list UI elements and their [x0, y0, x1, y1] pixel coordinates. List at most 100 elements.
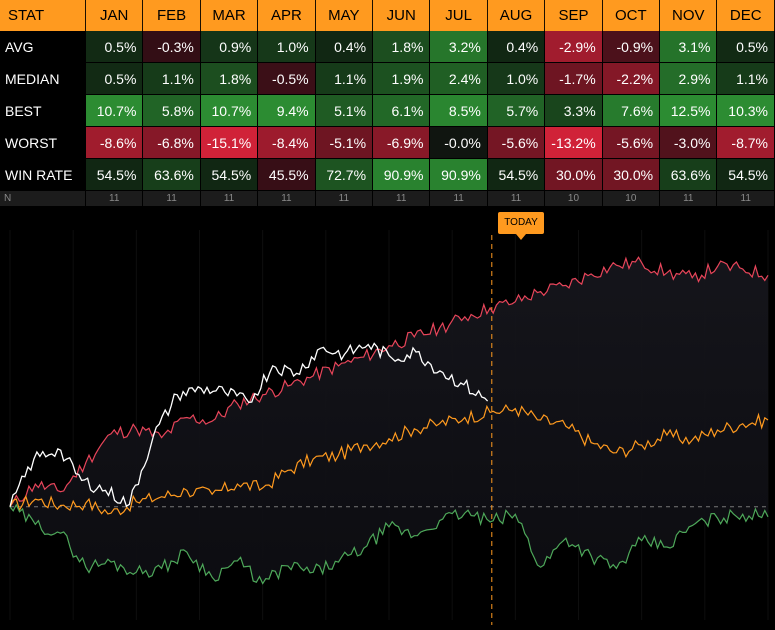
- table-cell: -0.0%: [429, 126, 488, 159]
- table-cell: -2.9%: [544, 31, 603, 63]
- table-cell: 30.0%: [602, 158, 661, 191]
- row-label: WIN RATE: [0, 158, 86, 191]
- average-series-line: [9, 403, 769, 516]
- table-row: AVG 0.5% -0.3% 0.9% 1.0% 0.4% 1.8% 3.2% 0.4% -2.9…: [0, 31, 775, 63]
- best-series-line: [9, 256, 769, 508]
- table-cell: 6.1%: [372, 94, 431, 127]
- table-cell: 10.7%: [85, 94, 144, 127]
- table-cell: 1.8%: [200, 62, 259, 95]
- sample-count-cell: 11: [315, 190, 374, 206]
- table-cell: -15.1%: [200, 126, 259, 159]
- header-month: NOV: [659, 0, 718, 31]
- table-cell: 0.9%: [200, 31, 259, 63]
- table-cell: 54.5%: [85, 158, 144, 191]
- table-cell: -8.6%: [85, 126, 144, 159]
- table-row: WIN RATE 54.5% 63.6% 54.5% 45.5% 72.7% 90.9% 90…: [0, 158, 775, 191]
- header-month: AUG: [487, 0, 546, 31]
- table-cell: 1.9%: [372, 62, 431, 95]
- sample-count-cell: 11: [659, 190, 718, 206]
- seasonality-table: STAT JAN FEB MAR APR MAY JUN JUL AUG SEP OCT NOV DEC…: [0, 0, 775, 206]
- table-cell: -5.1%: [315, 126, 374, 159]
- table-cell: 54.5%: [487, 158, 546, 191]
- table-cell: -2.2%: [602, 62, 661, 95]
- header-month: JAN: [85, 0, 144, 31]
- table-cell: 1.8%: [372, 31, 431, 63]
- table-cell: -6.8%: [142, 126, 201, 159]
- table-cell: 5.1%: [315, 94, 374, 127]
- worst-series-line: [9, 503, 769, 585]
- table-cell: 12.5%: [659, 94, 718, 127]
- table-cell: 1.1%: [142, 62, 201, 95]
- table-cell: -13.2%: [544, 126, 603, 159]
- table-cell: 1.0%: [257, 31, 316, 63]
- table-cell: 0.5%: [716, 31, 775, 63]
- table-cell: 3.3%: [544, 94, 603, 127]
- sample-count-cell: 11: [200, 190, 259, 206]
- table-cell: 1.0%: [487, 62, 546, 95]
- table-cell: 45.5%: [257, 158, 316, 191]
- table-row: BEST 10.7% 5.8% 10.7% 9.4% 5.1% 6.1% 8.5% 5.7% 3.…: [0, 94, 775, 127]
- header-month: JUN: [372, 0, 431, 31]
- table-cell: 2.9%: [659, 62, 718, 95]
- table-cell: -6.9%: [372, 126, 431, 159]
- table-cell: 54.5%: [200, 158, 259, 191]
- header-stat: STAT: [0, 0, 86, 31]
- table-cell: 2.4%: [429, 62, 488, 95]
- row-label: N: [0, 190, 86, 206]
- sample-count-cell: 11: [716, 190, 775, 206]
- header-month: FEB: [142, 0, 201, 31]
- table-cell: 8.5%: [429, 94, 488, 127]
- table-cell: -1.7%: [544, 62, 603, 95]
- table-cell: 9.4%: [257, 94, 316, 127]
- table-cell: 5.8%: [142, 94, 201, 127]
- table-cell: 10.3%: [716, 94, 775, 127]
- table-row: MEDIAN 0.5% 1.1% 1.8% -0.5% 1.1% 1.9% 2.4% 1.0% -…: [0, 62, 775, 95]
- header-month: DEC: [716, 0, 775, 31]
- table-cell: 10.7%: [200, 94, 259, 127]
- sample-count-cell: 11: [372, 190, 431, 206]
- table-cell: -0.3%: [142, 31, 201, 63]
- table-cell: 63.6%: [142, 158, 201, 191]
- table-cell: 0.5%: [85, 31, 144, 63]
- table-cell: 0.5%: [85, 62, 144, 95]
- table-cell: 7.6%: [602, 94, 661, 127]
- table-cell: 3.1%: [659, 31, 718, 63]
- table-cell: -0.5%: [257, 62, 316, 95]
- header-month: SEP: [544, 0, 603, 31]
- table-header-row: STAT JAN FEB MAR APR MAY JUN JUL AUG SEP OCT NOV DEC: [0, 0, 775, 31]
- sample-count-row: N 11 11 11 11 11 11 11 11 10 10 11 11: [0, 190, 775, 206]
- table-cell: 30.0%: [544, 158, 603, 191]
- row-label: BEST: [0, 94, 86, 127]
- table-cell: 5.7%: [487, 94, 546, 127]
- range-band: [10, 257, 768, 584]
- sample-count-cell: 11: [429, 190, 488, 206]
- table-cell: -8.7%: [716, 126, 775, 159]
- today-marker-pointer: [516, 234, 526, 240]
- header-month: MAR: [200, 0, 259, 31]
- seasonality-line-chart: [9, 230, 769, 625]
- series-group: [9, 256, 769, 585]
- table-cell: 3.2%: [429, 31, 488, 63]
- header-month: JUL: [429, 0, 488, 31]
- current-year-series-line: [9, 342, 489, 508]
- table-cell: 54.5%: [716, 158, 775, 191]
- sample-count-cell: 11: [257, 190, 316, 206]
- sample-count-cell: 10: [602, 190, 661, 206]
- table-cell: 72.7%: [315, 158, 374, 191]
- table-cell: 0.4%: [487, 31, 546, 63]
- table-cell: 90.9%: [429, 158, 488, 191]
- table-cell: -3.0%: [659, 126, 718, 159]
- row-label: MEDIAN: [0, 62, 86, 95]
- sample-count-cell: 11: [142, 190, 201, 206]
- row-label: WORST: [0, 126, 86, 159]
- header-month: APR: [257, 0, 316, 31]
- header-month: MAY: [315, 0, 374, 31]
- table-cell: -5.6%: [602, 126, 661, 159]
- table-cell: 63.6%: [659, 158, 718, 191]
- table-cell: 1.1%: [716, 62, 775, 95]
- row-label: AVG: [0, 31, 86, 63]
- sample-count-cell: 11: [85, 190, 144, 206]
- table-cell: -8.4%: [257, 126, 316, 159]
- table-cell: 1.1%: [315, 62, 374, 95]
- table-row: WORST -8.6% -6.8% -15.1% -8.4% -5.1% -6.9% -0.0…: [0, 126, 775, 159]
